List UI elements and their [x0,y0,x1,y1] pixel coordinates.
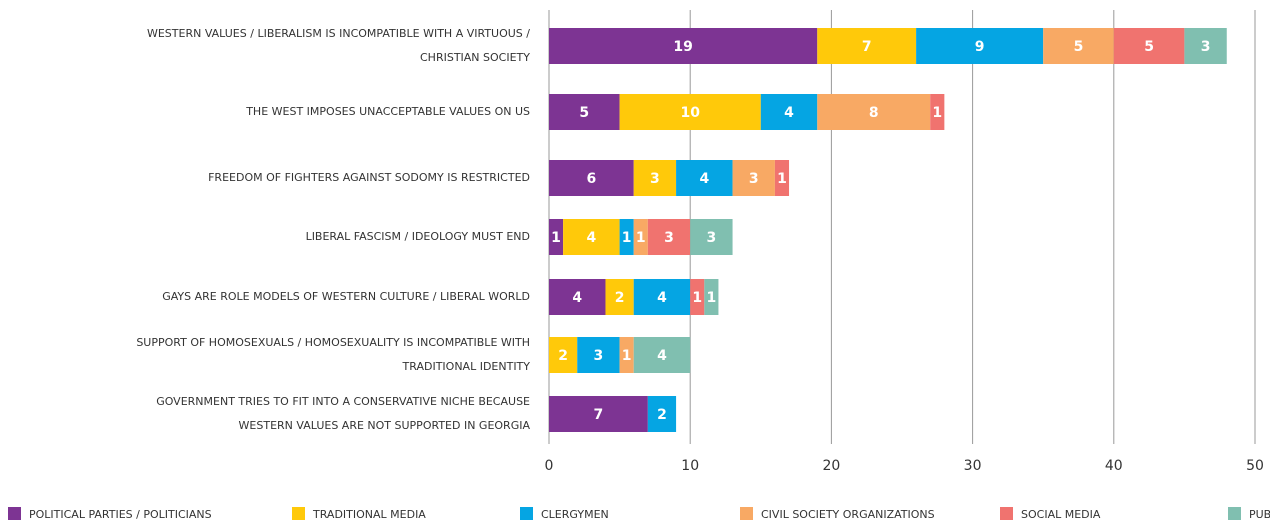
data-label: 5 [1074,39,1084,55]
data-label: 3 [594,348,604,364]
x-tick-label: 50 [1246,458,1264,474]
legend-item: CIVIL SOCIETY ORGANIZATIONS [740,507,935,521]
data-label: 3 [664,230,674,246]
legend-swatch [520,507,533,520]
data-label: 4 [699,171,709,187]
bar-segment [633,337,691,373]
legend-label: SOCIAL MEDIA [1021,508,1101,521]
x-tick-label: 0 [545,458,554,474]
data-label: 1 [622,230,632,246]
data-label: 7 [862,39,872,55]
data-label: 19 [673,39,692,55]
bar-segment [549,396,648,432]
legend-item: CLERGYMEN [520,507,609,521]
bar-segment [690,219,733,255]
bar-segment [676,160,733,196]
category-label: SUPPORT OF HOMOSEXUALS / HOMOSEXUALITY I… [136,336,530,373]
data-label: 2 [657,407,667,423]
data-label: 2 [558,348,568,364]
category-label: FREEDOM OF FIGHTERS AGAINST SODOMY IS RE… [208,171,530,184]
data-label: 6 [586,171,596,187]
data-label: 4 [784,105,794,121]
data-label: 4 [572,290,582,306]
bar-segment [647,219,691,255]
bar-segment [916,28,1044,64]
data-label: 1 [707,290,717,306]
legend-swatch [1228,507,1241,520]
data-label: 7 [594,407,604,423]
data-label: 4 [586,230,596,246]
data-label: 1 [622,348,632,364]
bar-segment [1113,28,1185,64]
bar-segment [549,219,564,255]
data-label: 1 [551,230,561,246]
legend-label: CLERGYMEN [541,508,609,521]
bar-segment [774,160,790,196]
category-label: GOVERNMENT TRIES TO FIT INTO A CONSERVAT… [156,395,530,432]
data-label: 3 [1201,39,1211,55]
bar-segment [647,396,677,432]
bar-segment [633,279,691,315]
bar-segment [577,337,620,373]
legend-swatch [292,507,305,520]
legend-label: PUBLIC [1249,508,1270,521]
data-label: 1 [932,105,942,121]
data-label: 8 [869,105,879,121]
bar-segment [549,279,606,315]
data-label: 9 [975,39,985,55]
legend-label: POLITICAL PARTIES / POLITICIANS [29,508,212,521]
bar-segment [633,160,677,196]
data-label: 1 [636,230,646,246]
category-label: LIBERAL FASCISM / IDEOLOGY MUST END [305,230,530,243]
bar-segment [732,160,775,196]
data-label: 4 [657,348,667,364]
data-label: 2 [615,290,625,306]
data-label: 10 [680,105,700,121]
bar-segment [563,219,620,255]
data-label: 5 [579,105,589,121]
legend-item: SOCIAL MEDIA [1000,507,1100,521]
legend-swatch [8,507,21,520]
legend-swatch [1000,507,1013,520]
bar-segment [817,94,931,130]
data-label: 3 [749,171,759,187]
legend-item: POLITICAL PARTIES / POLITICIANS [8,507,212,521]
legend-label: CIVIL SOCIETY ORGANIZATIONS [761,508,935,521]
bar-segment [690,279,705,315]
data-label: 1 [692,290,702,306]
data-label: 5 [1144,39,1154,55]
category-label: WESTERN VALUES / LIBERALISM IS INCOMPATI… [146,27,530,64]
bar-segment [549,28,818,64]
data-label: 3 [650,171,660,187]
bar-segment [930,94,945,130]
bar-segment [549,337,578,373]
bar-segment [619,94,761,130]
bar-segment [619,337,634,373]
bar-segment [1184,28,1227,64]
data-label: 1 [777,171,787,187]
bar-segment [1043,28,1114,64]
category-label: THE WEST IMPOSES UNACCEPTABLE VALUES ON … [246,105,530,118]
bar-segment [704,279,719,315]
bar-segment [633,219,648,255]
data-label: 4 [657,290,667,306]
category-label: GAYS ARE ROLE MODELS OF WESTERN CULTURE … [162,290,530,303]
bar-segment [760,94,818,130]
bar-segment [549,94,620,130]
x-tick-label: 20 [822,458,840,474]
legend-label: TRADITIONAL MEDIA [313,508,426,521]
data-label: 3 [707,230,717,246]
x-tick-label: 10 [681,458,699,474]
x-tick-label: 40 [1105,458,1123,474]
bar-segment [605,279,634,315]
legend-item: TRADITIONAL MEDIA [292,507,426,521]
x-tick-label: 30 [964,458,982,474]
bar-segment [549,160,634,196]
legend-item: PUBLIC [1228,507,1270,521]
bar-segment [817,28,917,64]
legend-swatch [740,507,753,520]
bar-segment [619,219,634,255]
